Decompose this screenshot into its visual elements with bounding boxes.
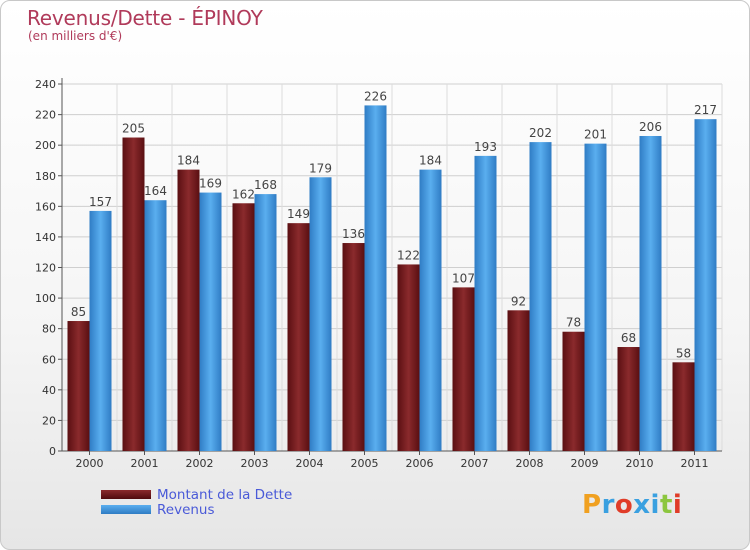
y-tick-label: 200 xyxy=(35,139,56,152)
data-label-revenus: 226 xyxy=(364,89,387,103)
data-label-dette: 68 xyxy=(621,331,636,345)
x-tick-label: 2001 xyxy=(131,457,159,470)
x-tick-label: 2005 xyxy=(351,457,379,470)
data-label-dette: 107 xyxy=(452,271,475,285)
y-tick-label: 80 xyxy=(42,323,56,336)
y-tick-label: 100 xyxy=(35,292,56,305)
data-label-revenus: 184 xyxy=(419,154,442,168)
bar-revenus xyxy=(694,119,717,451)
bar-revenus xyxy=(89,210,112,451)
data-label-dette: 92 xyxy=(511,294,526,308)
bar-dette xyxy=(617,347,640,451)
x-tick-label: 2006 xyxy=(406,457,434,470)
logo-letter: t xyxy=(659,490,673,520)
data-label-revenus: 217 xyxy=(694,103,717,117)
bar-revenus xyxy=(474,155,497,451)
bar-revenus xyxy=(309,177,332,451)
legend: Montant de la Dette Revenus xyxy=(101,486,293,518)
y-tick-label: 40 xyxy=(42,384,56,397)
chart-title: Revenus/Dette - ÉPINOY xyxy=(27,6,263,30)
x-tick-label: 2004 xyxy=(296,457,324,470)
legend-swatch-dette xyxy=(101,490,151,499)
logo-letter: x xyxy=(633,490,651,520)
legend-item-dette: Montant de la Dette xyxy=(101,486,293,503)
legend-label-dette: Montant de la Dette xyxy=(157,486,293,503)
logo-letter: P xyxy=(582,490,602,520)
proxiti-logo: Proxiti xyxy=(582,490,682,520)
y-tick-label: 240 xyxy=(35,78,56,91)
bar-revenus xyxy=(419,169,442,451)
bar-dette xyxy=(507,310,530,451)
x-tick-label: 2000 xyxy=(76,457,104,470)
data-label-revenus: 206 xyxy=(639,120,662,134)
bar-dette xyxy=(342,243,365,451)
bar-revenus xyxy=(199,192,222,451)
data-label-dette: 122 xyxy=(397,248,420,262)
bar-dette xyxy=(232,203,255,451)
bar-dette xyxy=(122,137,145,452)
data-label-dette: 162 xyxy=(232,187,255,201)
bar-revenus xyxy=(144,200,167,451)
bar-dette xyxy=(672,362,695,451)
legend-label-revenus: Revenus xyxy=(157,501,215,518)
y-tick-label: 160 xyxy=(35,200,56,213)
logo-letter: r xyxy=(601,490,615,520)
data-label-revenus: 179 xyxy=(309,161,332,175)
data-label-revenus: 202 xyxy=(529,126,552,140)
x-tick-label: 2010 xyxy=(626,457,654,470)
data-label-revenus: 193 xyxy=(474,140,497,154)
y-tick-label: 120 xyxy=(35,262,56,275)
logo-letter: o xyxy=(614,490,634,520)
x-tick-label: 2003 xyxy=(241,457,269,470)
data-label-dette: 136 xyxy=(342,227,365,241)
data-label-revenus: 164 xyxy=(144,184,167,198)
data-label-dette: 85 xyxy=(71,305,86,319)
data-label-revenus: 157 xyxy=(89,195,112,209)
x-tick-label: 2011 xyxy=(681,457,709,470)
y-tick-label: 140 xyxy=(35,231,56,244)
legend-swatch-revenus xyxy=(101,505,151,514)
bar-dette xyxy=(287,223,310,451)
axes: 0 20 40 60 80 100 120 140 160 180 200 220 240 2000 200… xyxy=(35,78,722,470)
bar-revenus xyxy=(529,142,552,451)
y-tick-label: 0 xyxy=(49,445,56,458)
data-label-revenus: 168 xyxy=(254,178,277,192)
x-tick-label: 2009 xyxy=(571,457,599,470)
x-tick-label: 2007 xyxy=(461,457,489,470)
y-tick-label: 180 xyxy=(35,170,56,183)
data-label-dette: 184 xyxy=(177,154,200,168)
data-label-revenus: 169 xyxy=(199,177,222,191)
bars xyxy=(67,105,717,452)
bar-dette xyxy=(452,287,475,451)
bar-dette xyxy=(67,321,90,451)
legend-item-revenus: Revenus xyxy=(101,501,292,518)
bar-dette xyxy=(397,264,420,451)
bar-revenus xyxy=(254,194,277,451)
data-label-revenus: 201 xyxy=(584,128,607,142)
chart-subtitle: (en milliers d'€) xyxy=(28,29,123,43)
data-label-dette: 58 xyxy=(676,346,691,360)
bar-revenus xyxy=(639,135,662,451)
data-label-dette: 205 xyxy=(122,122,145,136)
data-label-dette: 78 xyxy=(566,316,581,330)
bar-dette xyxy=(177,169,200,451)
bar-revenus xyxy=(364,105,387,452)
logo-letter: i xyxy=(672,490,683,520)
logo-letter: i xyxy=(650,490,660,520)
bar-revenus xyxy=(584,143,607,451)
x-tick-label: 2008 xyxy=(516,457,544,470)
x-tick-label: 2002 xyxy=(186,457,214,470)
data-label-dette: 149 xyxy=(287,207,310,221)
y-tick-label: 220 xyxy=(35,109,56,122)
bar-dette xyxy=(562,331,585,451)
y-tick-label: 20 xyxy=(42,414,56,427)
y-tick-label: 60 xyxy=(42,353,56,366)
